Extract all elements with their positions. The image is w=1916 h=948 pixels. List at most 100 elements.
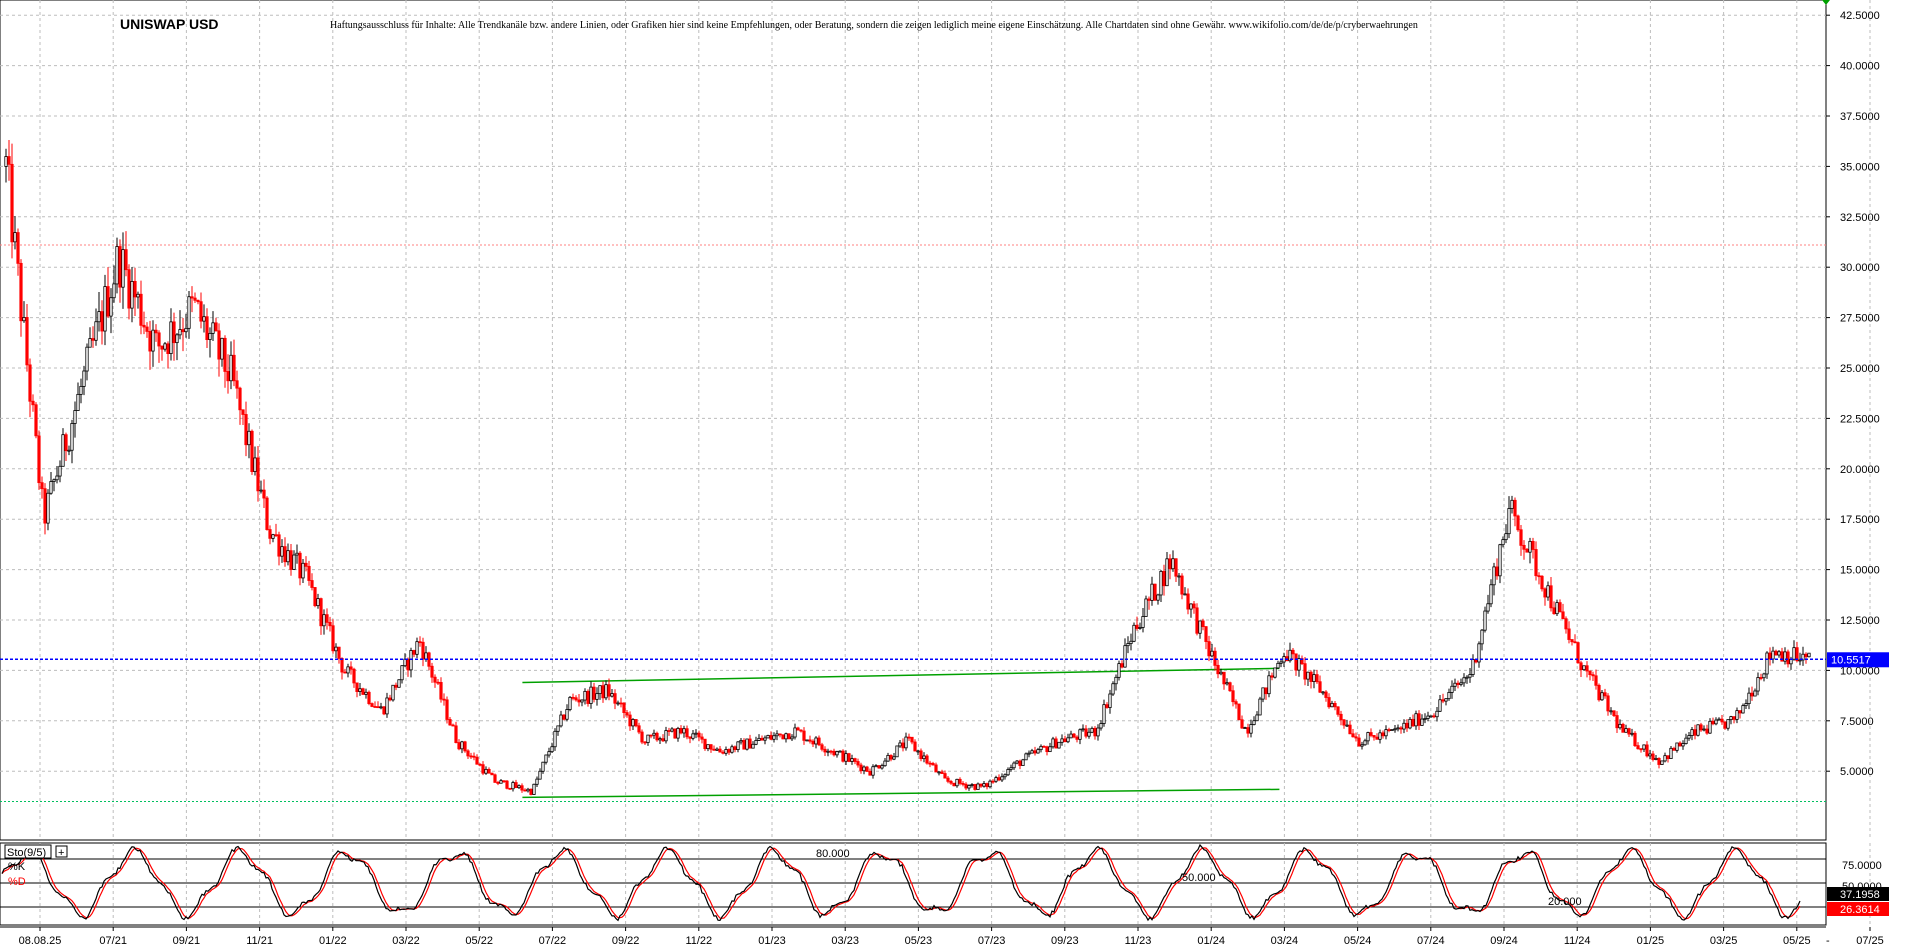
- candle-body: [1645, 744, 1649, 757]
- level-50-label: 50.000: [1182, 872, 1216, 884]
- candle: [907, 733, 911, 741]
- candle: [1543, 587, 1547, 606]
- candle-body: [841, 750, 845, 762]
- candle-body: [616, 702, 620, 705]
- candle: [751, 741, 755, 749]
- plus-icon-box[interactable]: [55, 845, 68, 858]
- candle-body: [565, 709, 569, 720]
- candle: [301, 558, 305, 583]
- candle-body: [178, 329, 182, 336]
- candle: [553, 728, 557, 751]
- candle: [1342, 719, 1346, 729]
- candle: [7, 139, 11, 181]
- candle: [226, 354, 230, 394]
- candle-body: [1330, 702, 1334, 708]
- candle-body: [1678, 742, 1682, 747]
- candle-body: [166, 343, 170, 354]
- main-price-panel[interactable]: [0, 0, 1871, 841]
- candle: [295, 544, 299, 564]
- k-value: 37.1958: [1840, 889, 1880, 901]
- candle-body: [556, 725, 560, 732]
- candle: [721, 749, 725, 755]
- candle-body: [997, 777, 1001, 781]
- candle: [511, 780, 515, 792]
- candle-body: [418, 641, 422, 644]
- candle-body: [550, 746, 554, 753]
- candle-body: [685, 728, 689, 738]
- candle: [1516, 514, 1520, 532]
- candle: [166, 341, 170, 369]
- candle: [1447, 688, 1451, 701]
- candle-body: [433, 676, 437, 683]
- candlesticks[interactable]: [4, 139, 1811, 796]
- candle-body: [1048, 746, 1052, 753]
- candle: [829, 749, 833, 755]
- candle: [130, 267, 134, 323]
- candle-body: [289, 550, 293, 570]
- candle: [1363, 738, 1367, 746]
- candle: [1723, 721, 1727, 730]
- candle-body: [1702, 728, 1706, 731]
- candle-body: [1753, 690, 1757, 697]
- current-price-tag-bg: [1827, 652, 1889, 668]
- candle: [1408, 717, 1412, 730]
- candle: [496, 780, 500, 786]
- candle-body: [640, 731, 644, 743]
- price-tick-label: 15.0000: [1840, 565, 1880, 577]
- candle: [544, 754, 548, 765]
- candle-body: [253, 457, 257, 472]
- candle: [535, 776, 539, 788]
- candle-body: [1258, 698, 1262, 716]
- candle: [1075, 735, 1079, 743]
- candle: [1378, 729, 1382, 744]
- candle-body: [1243, 727, 1247, 729]
- candle: [1645, 741, 1649, 758]
- candle-body: [1456, 682, 1460, 685]
- d-value: 26.3614: [1840, 904, 1880, 916]
- candle-body: [607, 684, 611, 697]
- candle-body: [1501, 539, 1505, 546]
- candle: [1588, 670, 1592, 681]
- candle: [127, 264, 131, 320]
- candle-body: [529, 788, 533, 795]
- candle-body: [268, 529, 272, 539]
- stochastic-panel[interactable]: Sto(9/5) + %K %D 80.000 50.000 20.000: [0, 842, 1871, 926]
- candle: [1057, 741, 1061, 749]
- candle-body: [880, 765, 884, 769]
- candle: [775, 730, 779, 741]
- candle: [118, 239, 122, 303]
- candle-body: [574, 697, 578, 701]
- price-tick-label: 30.0000: [1840, 262, 1880, 274]
- candle-body: [13, 232, 17, 243]
- candle: [1273, 667, 1277, 679]
- candle-body: [34, 404, 38, 437]
- candle: [739, 738, 743, 745]
- expand-indicator-button[interactable]: +: [55, 845, 68, 859]
- candle-body: [235, 380, 239, 389]
- candle: [25, 304, 29, 372]
- candle: [1255, 711, 1259, 722]
- candle: [727, 748, 731, 755]
- candle: [799, 729, 803, 733]
- candle-body: [754, 740, 758, 745]
- candle-body: [1468, 674, 1472, 678]
- candle: [937, 771, 941, 776]
- candle-body: [859, 764, 863, 772]
- candle-body: [580, 699, 584, 703]
- candle: [1468, 668, 1472, 683]
- candle: [1372, 735, 1376, 741]
- candle: [796, 726, 800, 731]
- candle: [1519, 525, 1523, 556]
- candle-body: [109, 297, 113, 317]
- candle-body: [1252, 720, 1256, 725]
- candle-body: [1021, 759, 1025, 766]
- indicator-name-box[interactable]: [4, 844, 52, 859]
- candle-body: [724, 749, 728, 754]
- candle: [1249, 719, 1253, 738]
- candle-body: [715, 748, 719, 751]
- candle-body: [1315, 674, 1319, 683]
- candle: [448, 716, 452, 726]
- candle: [1600, 689, 1604, 701]
- candle: [235, 370, 239, 399]
